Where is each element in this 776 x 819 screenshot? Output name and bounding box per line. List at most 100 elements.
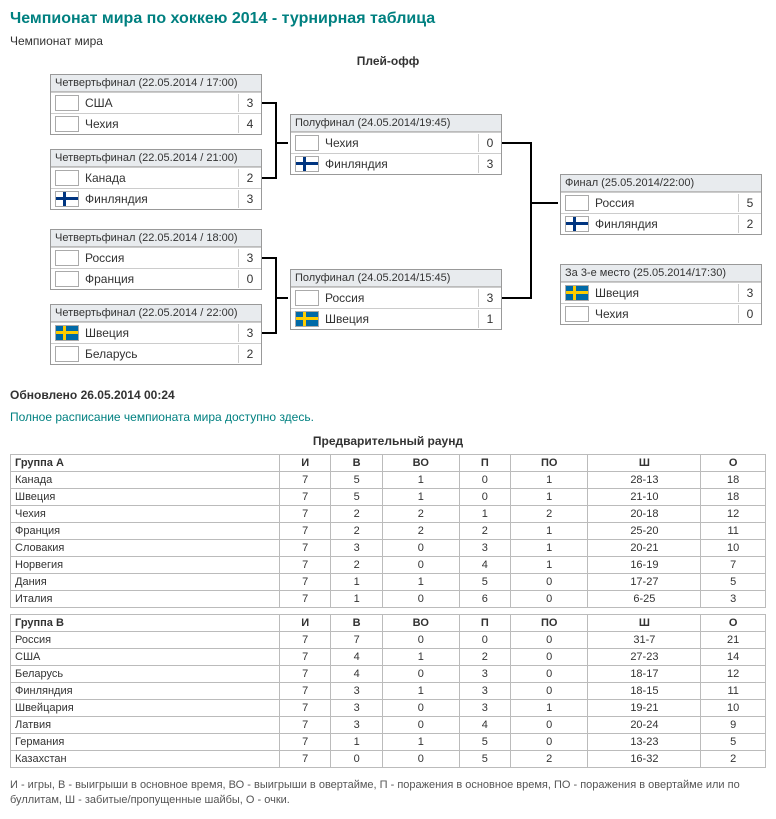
table-row: Латвия7304020-249 bbox=[11, 717, 766, 734]
stat-cell: 11 bbox=[701, 523, 766, 540]
stat-cell: 0 bbox=[459, 632, 510, 649]
team-score: 3 bbox=[238, 190, 261, 208]
team-score: 3 bbox=[738, 284, 761, 302]
stat-cell: 0 bbox=[382, 540, 459, 557]
match-header: За 3-е место (25.05.2014/17:30) bbox=[561, 265, 761, 282]
col-header: Ш bbox=[588, 615, 701, 632]
table-row: Швеция7510121-1018 bbox=[11, 489, 766, 506]
stat-cell: 21-10 bbox=[588, 489, 701, 506]
team-name: Чехия bbox=[323, 134, 478, 152]
stat-cell: 7 bbox=[280, 751, 331, 768]
col-header: И bbox=[280, 615, 331, 632]
stat-cell: 0 bbox=[511, 666, 588, 683]
team-cell: Швеция bbox=[11, 489, 280, 506]
page-title: Чемпионат мира по хоккею 2014 - турнирна… bbox=[10, 10, 766, 28]
match-row: Канада2 bbox=[51, 167, 261, 188]
stat-cell: 0 bbox=[511, 574, 588, 591]
stat-cell: 2 bbox=[331, 557, 383, 574]
team-score: 4 bbox=[238, 115, 261, 133]
col-header: Ш bbox=[588, 455, 701, 472]
stat-cell: 5 bbox=[331, 472, 383, 489]
stat-cell: 0 bbox=[511, 683, 588, 700]
team-name: Швеция bbox=[323, 310, 478, 328]
group-name: Группа B bbox=[11, 615, 280, 632]
stat-cell: 4 bbox=[331, 649, 383, 666]
match-header: Четвертьфинал (22.05.2014 / 18:00) bbox=[51, 230, 261, 247]
col-header: В bbox=[331, 615, 383, 632]
stat-cell: 1 bbox=[331, 734, 383, 751]
team-score: 1 bbox=[478, 310, 501, 328]
stat-cell: 2 bbox=[511, 506, 588, 523]
stat-cell: 4 bbox=[459, 557, 510, 574]
stat-cell: 17-27 bbox=[588, 574, 701, 591]
stat-cell: 7 bbox=[280, 523, 331, 540]
stat-cell: 0 bbox=[511, 717, 588, 734]
table-row: Германия7115013-235 bbox=[11, 734, 766, 751]
standings-table: Группа BИВВОППОШОРоссия7700031-721США741… bbox=[10, 614, 766, 768]
legend-text: И - игры, В - выигрыши в основное время,… bbox=[10, 774, 766, 813]
breadcrumb[interactable]: Чемпионат мира bbox=[10, 34, 766, 48]
table-row: Дания7115017-275 bbox=[11, 574, 766, 591]
stat-cell: 1 bbox=[511, 523, 588, 540]
team-cell: Канада bbox=[11, 472, 280, 489]
match-header: Финал (25.05.2014/22:00) bbox=[561, 175, 761, 192]
team-name: Чехия bbox=[593, 305, 738, 323]
team-score: 3 bbox=[238, 94, 261, 112]
stat-cell: 1 bbox=[382, 574, 459, 591]
team-name: Швеция bbox=[83, 324, 238, 342]
team-cell: Россия bbox=[11, 632, 280, 649]
stat-cell: 7 bbox=[280, 574, 331, 591]
stat-cell: 0 bbox=[331, 751, 383, 768]
team-name: Чехия bbox=[83, 115, 238, 133]
stat-cell: 5 bbox=[701, 574, 766, 591]
stat-cell: 0 bbox=[382, 591, 459, 608]
stat-cell: 18 bbox=[701, 472, 766, 489]
match-row: Чехия0 bbox=[561, 303, 761, 324]
match-header: Полуфинал (24.05.2014/19:45) bbox=[291, 115, 501, 132]
table-row: Чехия7221220-1812 bbox=[11, 506, 766, 523]
stat-cell: 7 bbox=[280, 472, 331, 489]
team-cell: Чехия bbox=[11, 506, 280, 523]
stat-cell: 3 bbox=[459, 540, 510, 557]
playoff-heading: Плей-офф bbox=[10, 54, 766, 68]
standings-table: Группа AИВВОППОШОКанада7510128-1318Швеци… bbox=[10, 454, 766, 608]
table-row: Казахстан7005216-322 bbox=[11, 751, 766, 768]
match-row: Франция0 bbox=[51, 268, 261, 289]
team-score: 3 bbox=[478, 155, 501, 173]
col-header: П bbox=[459, 455, 510, 472]
stat-cell: 3 bbox=[701, 591, 766, 608]
stat-cell: 7 bbox=[280, 591, 331, 608]
col-header: ПО bbox=[511, 615, 588, 632]
stat-cell: 7 bbox=[280, 700, 331, 717]
col-header: ПО bbox=[511, 455, 588, 472]
team-cell: Германия bbox=[11, 734, 280, 751]
stat-cell: 20-18 bbox=[588, 506, 701, 523]
team-name: Россия bbox=[593, 194, 738, 212]
stat-cell: 6-25 bbox=[588, 591, 701, 608]
stat-cell: 14 bbox=[701, 649, 766, 666]
match-row: Россия3 bbox=[291, 287, 501, 308]
col-header: П bbox=[459, 615, 510, 632]
match-box: За 3-е место (25.05.2014/17:30)Швеция3Че… bbox=[560, 264, 762, 325]
table-row: Беларусь7403018-1712 bbox=[11, 666, 766, 683]
team-score: 0 bbox=[478, 134, 501, 152]
team-score: 3 bbox=[478, 289, 501, 307]
match-box: Финал (25.05.2014/22:00)Россия5Финляндия… bbox=[560, 174, 762, 235]
stat-cell: 12 bbox=[701, 666, 766, 683]
stat-cell: 1 bbox=[511, 557, 588, 574]
table-row: Словакия7303120-2110 bbox=[11, 540, 766, 557]
match-row: Беларусь2 bbox=[51, 343, 261, 364]
stat-cell: 18-17 bbox=[588, 666, 701, 683]
table-row: Швейцария7303119-2110 bbox=[11, 700, 766, 717]
match-header: Четвертьфинал (22.05.2014 / 17:00) bbox=[51, 75, 261, 92]
match-box: Четвертьфинал (22.05.2014 / 17:00)США3Че… bbox=[50, 74, 262, 135]
schedule-link[interactable]: Полное расписание чемпионата мира доступ… bbox=[10, 410, 766, 424]
match-row: Чехия4 bbox=[51, 113, 261, 134]
stat-cell: 5 bbox=[701, 734, 766, 751]
stat-cell: 0 bbox=[511, 632, 588, 649]
team-name: Россия bbox=[83, 249, 238, 267]
team-cell: Норвегия bbox=[11, 557, 280, 574]
stat-cell: 4 bbox=[331, 666, 383, 683]
stat-cell: 9 bbox=[701, 717, 766, 734]
match-row: Россия5 bbox=[561, 192, 761, 213]
